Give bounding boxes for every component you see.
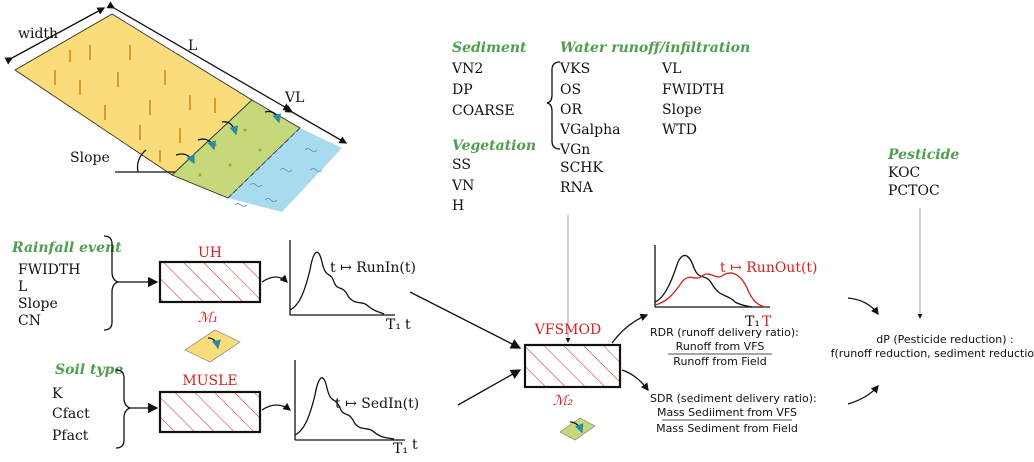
- param: FWIDTH: [662, 82, 724, 98]
- param: Slope: [18, 296, 58, 312]
- model-symbol: ℳ₂: [553, 393, 574, 409]
- model-box: [525, 345, 620, 387]
- field-illustration: width L VL Slope: [12, 8, 346, 212]
- diagram: width L VL Slope Sediment VN2 DP COARSE …: [0, 0, 1034, 462]
- group-title: Sediment: [452, 40, 527, 56]
- ratio-numerator: Runoff from VFS: [676, 340, 765, 353]
- param: OS: [560, 82, 581, 98]
- vfs-length-label: VL: [284, 90, 304, 106]
- width-label: width: [18, 26, 58, 42]
- axis-label: T₁: [393, 441, 408, 457]
- param: SCHK: [560, 160, 604, 176]
- group-title: Vegetation: [452, 138, 536, 154]
- param: PCTOC: [888, 183, 940, 199]
- axis-label: t: [412, 437, 418, 453]
- param: RNA: [560, 180, 594, 196]
- output-label: t ↦ SedIn(t): [335, 396, 419, 412]
- param: WTD: [662, 122, 697, 138]
- param: L: [18, 279, 27, 295]
- axis-label: T₁: [386, 317, 401, 333]
- slope-label: Slope: [70, 150, 110, 166]
- param: Pfact: [52, 428, 89, 444]
- param: FWIDTH: [18, 262, 80, 278]
- output-label: t ↦ RunIn(t): [330, 260, 416, 276]
- ratio-denominator: Runoff from Field: [673, 355, 766, 368]
- param: Slope: [662, 102, 702, 118]
- group-title: Soil type: [55, 362, 123, 378]
- param: KOC: [888, 165, 920, 181]
- reduction-text: dP (Pesticide reduction) :: [876, 333, 1013, 346]
- ratio-numerator: Mass Sediiment from VFS: [657, 406, 797, 419]
- param: VGalpha: [559, 122, 620, 138]
- model-label: MUSLE: [182, 373, 237, 389]
- group-title: Water runoff/infiltration: [560, 40, 750, 56]
- param: VN: [451, 178, 474, 194]
- length-label: L: [188, 38, 197, 54]
- param: DP: [452, 82, 473, 98]
- ratio-label: RDR (runoff delivery ratio):: [650, 326, 799, 339]
- model-label: UH: [198, 245, 222, 261]
- output-label: t ↦ RunOut(t): [720, 260, 818, 276]
- ratio-denominator: Mass Sediment from Field: [656, 422, 798, 435]
- param: OR: [560, 102, 582, 118]
- axis-label: t: [405, 317, 411, 333]
- reduction-text: f(runoff reduction, sediment reduction): [831, 347, 1034, 360]
- param: Cfact: [52, 406, 90, 422]
- model-box: [160, 392, 260, 432]
- param: K: [52, 386, 63, 402]
- model-box: [160, 262, 260, 302]
- param: COARSE: [452, 103, 515, 119]
- model-symbol: ℳ₁: [198, 310, 219, 326]
- param: VKS: [559, 61, 590, 77]
- model-label: VFSMOD: [534, 322, 601, 338]
- brace: [547, 62, 560, 149]
- ratio-label: SDR (sediment delivery ratio):: [650, 392, 817, 405]
- param: CN: [18, 313, 41, 329]
- group-title: Pesticide: [887, 147, 959, 163]
- param: H: [452, 198, 464, 214]
- param: VL: [661, 61, 681, 77]
- param: VN2: [451, 61, 483, 77]
- group-title: Rainfall event: [11, 240, 122, 256]
- param: VGn: [559, 142, 590, 158]
- param: SS: [452, 157, 471, 173]
